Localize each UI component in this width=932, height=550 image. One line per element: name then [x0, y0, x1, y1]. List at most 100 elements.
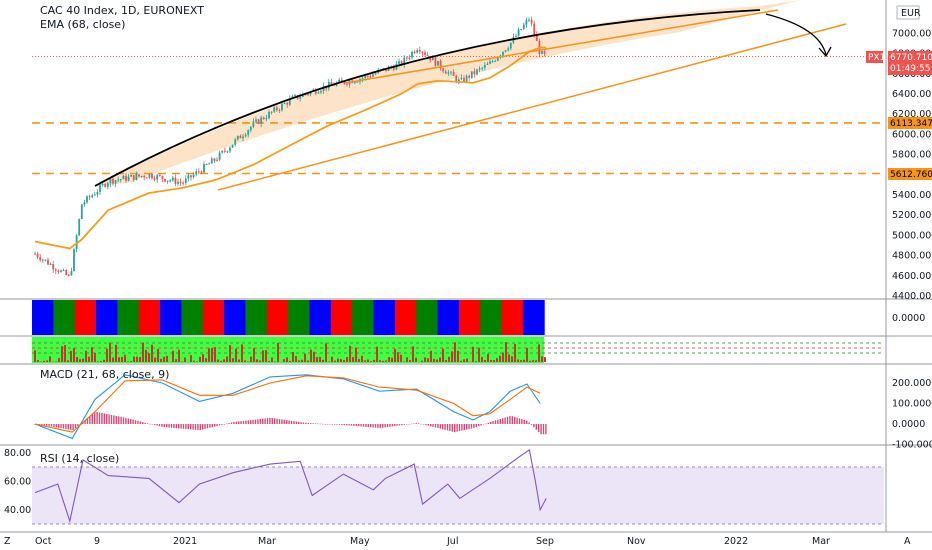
histogram-bar	[523, 359, 525, 362]
macd-histogram-bar	[497, 419, 499, 424]
histogram-bar	[136, 356, 138, 362]
candle-body	[49, 264, 52, 266]
candle-body	[314, 89, 317, 94]
histogram-bar	[445, 360, 447, 362]
macd-histogram-bar	[341, 424, 343, 425]
histogram-bar	[301, 359, 303, 362]
upper-level-value: 6113.3477	[890, 119, 932, 129]
macd-histogram-bar	[168, 424, 170, 428]
candle-body	[356, 81, 359, 83]
macd-histogram-bar	[466, 424, 468, 430]
histogram-bar	[358, 359, 360, 362]
histogram-bar	[538, 344, 540, 362]
candle-body	[106, 183, 109, 187]
candle-body	[424, 52, 426, 55]
macd-histogram-bar	[180, 424, 182, 429]
histogram-bar	[109, 342, 111, 362]
macd-histogram-bar	[538, 424, 540, 433]
macd-histogram-bar	[492, 421, 494, 424]
histogram-bar	[415, 357, 417, 362]
macd-histogram-bar	[461, 424, 463, 431]
histogram-bar	[229, 345, 231, 362]
macd-histogram-bar	[264, 418, 266, 424]
candle-body	[431, 57, 434, 61]
candle-body	[374, 73, 377, 75]
candle-body	[278, 109, 281, 111]
macd-histogram-bar	[257, 419, 259, 424]
macd-histogram-bar	[468, 424, 470, 430]
candle-body	[353, 82, 356, 84]
macd-histogram-bar	[302, 422, 305, 424]
macd-histogram-bar	[161, 424, 163, 427]
footer-right-button[interactable]: A	[904, 536, 911, 547]
macd-histogram-bar	[41, 424, 43, 426]
macd-histogram-bar	[295, 421, 297, 424]
macd-histogram-bar	[185, 424, 187, 429]
macd-histogram-bar	[478, 424, 480, 427]
candle-body	[275, 107, 278, 111]
macd-tick-label: -100.0000	[892, 440, 932, 451]
time-tick-label: Mar	[812, 536, 830, 547]
histogram-bar	[34, 350, 36, 362]
macd-histogram-bar	[389, 424, 391, 427]
macd-histogram-bar	[391, 424, 393, 427]
histogram-bar	[517, 359, 519, 362]
macd-histogram-bar	[137, 420, 139, 424]
candle-body	[270, 111, 273, 113]
histogram-bar	[505, 342, 507, 362]
macd-histogram-bar	[526, 420, 528, 424]
macd-histogram-bar	[113, 415, 115, 424]
macd-histogram-bar	[271, 418, 273, 424]
band-segment	[373, 300, 396, 335]
macd-histogram-bar	[374, 424, 377, 428]
candle-body	[65, 270, 68, 275]
macd-histogram-bar	[487, 422, 489, 424]
histogram-bar	[532, 360, 534, 362]
footer-left-button[interactable]: Z	[4, 536, 11, 547]
candle-body	[54, 269, 57, 271]
macd-histogram-bar	[346, 424, 348, 426]
candle-body	[213, 158, 216, 161]
macd-histogram-bar	[142, 422, 144, 424]
band-segment	[224, 300, 246, 335]
currency-badge[interactable]	[896, 5, 920, 20]
macd-histogram-bar	[58, 424, 60, 428]
macd-histogram-bar	[377, 424, 379, 428]
macd-histogram-bar	[262, 418, 264, 424]
candle-body	[80, 204, 83, 219]
candle-body	[138, 174, 140, 177]
macd-tick-label: 100.0000	[892, 399, 932, 410]
candle-body	[169, 180, 172, 182]
candle-body	[73, 249, 75, 271]
macd-histogram-bar	[458, 424, 461, 432]
histogram-bar	[319, 356, 321, 362]
candle-body	[247, 130, 250, 135]
macd-histogram-bar	[422, 424, 425, 425]
candle-body	[114, 180, 117, 184]
horizontal-levels	[32, 56, 884, 175]
histogram-bar	[91, 347, 93, 362]
candle-body	[418, 50, 421, 52]
histogram-bar	[355, 347, 357, 362]
macd-histogram-bar	[67, 424, 69, 430]
candle-body	[91, 195, 94, 198]
lower-trendline	[217, 23, 847, 191]
histogram-bar	[79, 359, 81, 362]
macd-histogram-bar	[53, 424, 55, 428]
band-segment	[266, 300, 289, 335]
band-segment	[501, 300, 524, 335]
macd-histogram-bar	[283, 419, 285, 424]
band-segment	[394, 300, 417, 335]
histogram-bar	[475, 361, 477, 362]
band-segment	[522, 300, 545, 335]
macd-histogram-bar	[514, 416, 516, 424]
rsi-tick-label: 40.00	[4, 505, 31, 516]
band-segment	[437, 300, 460, 335]
rsi-tick-label: 80.00	[4, 448, 31, 459]
candle-body	[463, 77, 465, 82]
candle-body	[522, 24, 525, 30]
candle-body	[249, 126, 252, 131]
histogram-bar	[493, 360, 495, 362]
histogram-bar	[508, 354, 510, 362]
